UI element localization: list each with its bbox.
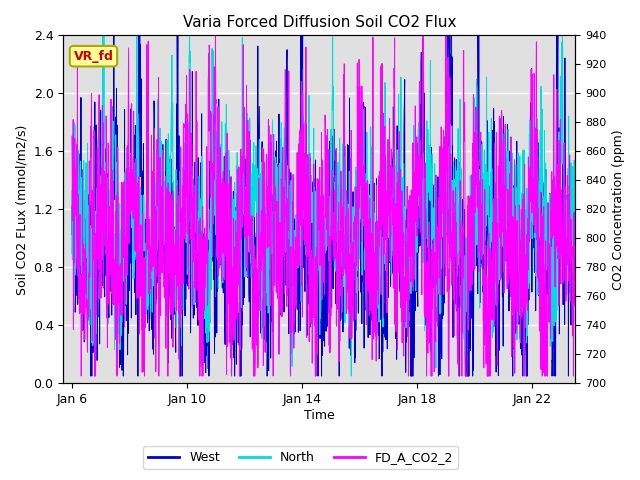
X-axis label: Time: Time — [304, 409, 335, 422]
FD_A_CO2_2 — [557, 187, 565, 192]
Y-axis label: Soil CO2 FLux (mmol/m2/s): Soil CO2 FLux (mmol/m2/s) — [15, 124, 28, 295]
Y-axis label: CO2 Concentration (ppm): CO2 Concentration (ppm) — [612, 129, 625, 289]
North — [465, 282, 473, 288]
West — [465, 373, 473, 379]
FD_A_CO2_2 — [77, 373, 85, 379]
West — [110, 33, 118, 38]
Line: West: West — [72, 36, 575, 376]
FD_A_CO2_2 — [557, 204, 565, 210]
North — [572, 182, 579, 188]
North — [300, 145, 307, 151]
North — [348, 373, 355, 379]
FD_A_CO2_2 — [465, 223, 473, 229]
West — [557, 214, 565, 220]
West — [557, 242, 565, 248]
Line: North: North — [72, 36, 575, 376]
North — [68, 251, 76, 256]
Line: FD_A_CO2_2: FD_A_CO2_2 — [72, 36, 575, 376]
FD_A_CO2_2 — [212, 33, 220, 38]
North — [94, 205, 102, 211]
FD_A_CO2_2 — [94, 255, 102, 261]
West — [68, 203, 76, 209]
FD_A_CO2_2 — [68, 133, 76, 139]
West — [572, 288, 579, 293]
West — [86, 373, 94, 379]
Title: Varia Forced Diffusion Soil CO2 Flux: Varia Forced Diffusion Soil CO2 Flux — [182, 15, 456, 30]
FD_A_CO2_2 — [300, 156, 308, 162]
West — [314, 275, 321, 281]
North — [557, 122, 565, 128]
FD_A_CO2_2 — [572, 346, 579, 352]
West — [300, 265, 308, 271]
North — [557, 108, 565, 114]
North — [313, 186, 321, 192]
North — [99, 33, 106, 38]
Text: VR_fd: VR_fd — [74, 50, 113, 63]
West — [94, 314, 102, 320]
Legend: West, North, FD_A_CO2_2: West, North, FD_A_CO2_2 — [143, 446, 458, 469]
FD_A_CO2_2 — [314, 176, 321, 181]
